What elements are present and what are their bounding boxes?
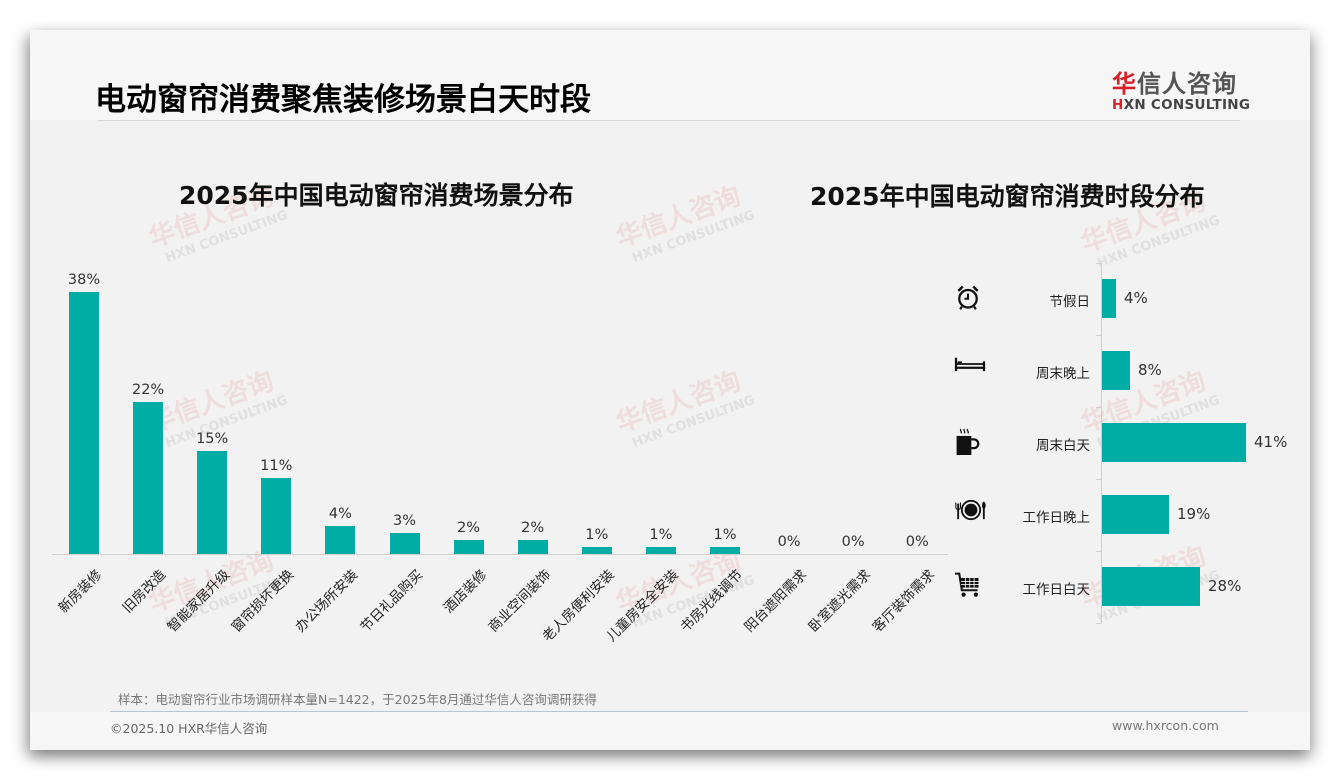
period-label: 周末白天 [1036, 438, 1090, 454]
bar-value-label: 1% [585, 527, 609, 543]
bar-value-label: 15% [196, 431, 229, 447]
bar-value-label: 2% [521, 520, 545, 536]
x-tick-label: 新房装修 [55, 566, 106, 617]
dining-plate-icon [954, 499, 990, 531]
x-tick-label: 节日礼品购买 [357, 566, 426, 636]
bar-value-label: 22% [131, 382, 165, 398]
bar-group: 22% [132, 378, 164, 554]
period-row: 节假日 4% [950, 263, 1290, 335]
bed-icon [954, 355, 990, 387]
bar [133, 402, 164, 554]
title-divider [98, 120, 1240, 121]
bar [325, 526, 356, 554]
x-tick-label: 窗帘损坏更换 [228, 566, 298, 636]
x-tick-label: 阳台遮阳需求 [741, 566, 811, 636]
bar [581, 547, 612, 554]
bar-value-label: 1% [713, 527, 737, 543]
bar [1102, 495, 1169, 534]
y-axis-line [1101, 263, 1102, 623]
bar-group: 11% [260, 454, 292, 554]
period-label: 节假日 [1049, 294, 1091, 310]
x-tick-label: 办公场所安装 [292, 566, 362, 636]
bar-group: 1% [581, 523, 612, 554]
axis-tick [1096, 407, 1101, 408]
brand-logo: 华信人咨询 HXN CONSULTING [1112, 64, 1251, 113]
bar-group: 2% [453, 516, 484, 554]
page-title: 电动窗帘消费聚焦装修场景白天时段 [95, 82, 591, 118]
bar-value-label: 4% [328, 506, 352, 522]
sample-note: 样本：电动窗帘行业市场调研样本量N=1422，于2025年8月通过华信人咨询调研… [118, 692, 597, 707]
bar [197, 451, 228, 554]
bar-group: 2% [517, 516, 548, 554]
alarm-clock-icon [954, 283, 990, 315]
axis-tick [1096, 551, 1101, 552]
bar-group: 0% [838, 530, 868, 554]
period-label: 工作日晚上 [1022, 510, 1091, 526]
axis-tick [1096, 479, 1101, 480]
bar-value-label: 38% [67, 272, 101, 288]
bar-group: 4% [325, 502, 356, 554]
bar-value-label: 1% [649, 527, 673, 543]
bar-value-label: 0% [905, 534, 929, 550]
bar-value-label: 3% [392, 513, 416, 529]
bar-group: 3% [389, 509, 420, 554]
bar-group: 1% [645, 523, 676, 554]
bar-group: 15% [196, 427, 228, 554]
header-band [30, 30, 1310, 120]
bar [1102, 423, 1246, 462]
x-tick-label: 智能家居升级 [164, 566, 234, 636]
bar [261, 478, 292, 554]
period-row: 工作日晚上 19% [950, 479, 1290, 551]
bar-group: 0% [902, 530, 932, 554]
bar [1102, 567, 1200, 606]
period-chart-title: 2025年中国电动窗帘消费时段分布 [810, 182, 1205, 211]
bar-value-label: 19% [1177, 505, 1211, 523]
period-label: 工作日白天 [1022, 582, 1091, 598]
bar [1102, 351, 1130, 390]
axis-tick [1096, 623, 1101, 624]
shopping-cart-icon [954, 571, 990, 603]
x-axis-line [52, 554, 948, 555]
bar [517, 540, 548, 554]
period-label: 周末晚上 [1036, 366, 1090, 382]
bar-value-label: 4% [1124, 289, 1148, 307]
bar-value-label: 41% [1254, 433, 1288, 451]
bar-value-label: 8% [1138, 361, 1162, 379]
axis-tick [1096, 263, 1101, 264]
bar-value-label: 2% [457, 520, 481, 536]
coffee-cup-icon [954, 427, 990, 459]
slide: 电动窗帘消费聚焦装修场景白天时段 华信人咨询 HXN CONSULTING 华信… [30, 30, 1310, 750]
bar-group: 38% [68, 268, 100, 554]
bar [645, 547, 676, 554]
bar-value-label: 0% [841, 534, 865, 550]
bar-value-label: 28% [1208, 577, 1242, 595]
logo-en: HXN CONSULTING [1112, 97, 1251, 113]
bar [453, 540, 484, 554]
bar-value-label: 0% [777, 534, 801, 550]
bar [69, 292, 99, 554]
x-tick-label: 旧房改造 [119, 566, 170, 617]
scene-chart-title: 2025年中国电动窗帘消费场景分布 [179, 181, 574, 210]
footer-divider [110, 711, 1248, 712]
copyright: ©2025.10 HXR华信人咨询 [110, 721, 268, 736]
bar-value-label: 11% [260, 458, 293, 474]
x-tick-label: 客厅装饰需求 [869, 566, 939, 636]
x-tick-label: 书房光线调节 [677, 566, 747, 636]
scene-bar-chart: 38% 新房装修 22% 旧房改造 15% 智能家居升级 11% 窗帘损坏更换 4% 办公场所安装… [52, 250, 948, 645]
period-bar-chart: 节假日 4% 周末晚上 8% 周末白天 41% 工作日晚上 19% 工作日白天 28% [950, 263, 1290, 624]
footer-band [30, 712, 1310, 750]
axis-tick [1096, 335, 1101, 336]
bar [710, 547, 740, 554]
bar [389, 533, 420, 554]
x-tick-label: 酒店装修 [440, 566, 490, 617]
website-link[interactable]: www.hxrcon.com [1112, 718, 1219, 733]
bar-group: 1% [710, 523, 740, 554]
period-row: 周末白天 41% [950, 407, 1290, 479]
bar-group: 0% [774, 530, 804, 554]
x-tick-label: 卧室遮光需求 [805, 566, 875, 636]
bar [1102, 279, 1116, 318]
logo-cn: 华信人咨询 [1112, 70, 1237, 98]
period-row: 工作日白天 28% [950, 551, 1290, 623]
period-row: 周末晚上 8% [950, 335, 1290, 407]
